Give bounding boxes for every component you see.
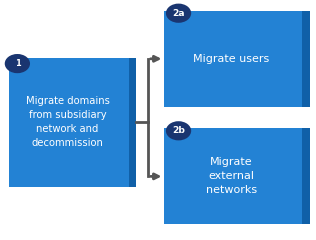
Circle shape: [166, 121, 191, 140]
FancyBboxPatch shape: [302, 128, 310, 224]
Circle shape: [166, 4, 191, 23]
FancyBboxPatch shape: [164, 128, 310, 224]
Text: Migrate domains
from subsidiary
network and
decommission: Migrate domains from subsidiary network …: [26, 96, 110, 148]
Text: 2a: 2a: [172, 9, 185, 18]
FancyBboxPatch shape: [164, 11, 310, 107]
FancyBboxPatch shape: [302, 11, 310, 107]
Text: Migrate users: Migrate users: [193, 54, 269, 64]
Text: 2b: 2b: [172, 126, 185, 135]
FancyBboxPatch shape: [9, 58, 136, 187]
Text: Migrate
external
networks: Migrate external networks: [206, 157, 257, 195]
Circle shape: [5, 54, 30, 73]
Text: 1: 1: [15, 59, 20, 68]
FancyBboxPatch shape: [129, 58, 136, 187]
